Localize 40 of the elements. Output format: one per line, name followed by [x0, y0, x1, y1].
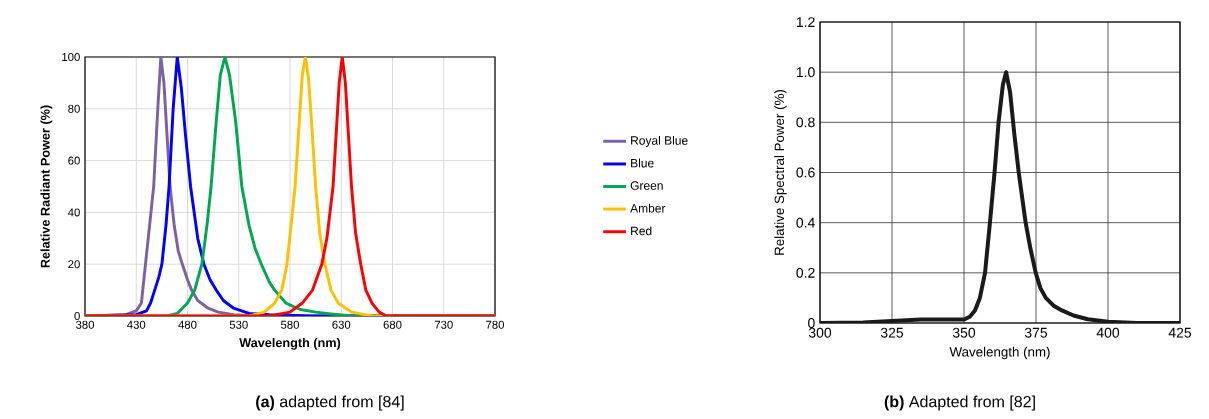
x-tick-label: 580	[281, 320, 300, 329]
y-axis-title: Relative Spectral Power (%)	[774, 90, 787, 255]
y-tick-label: 0.6	[796, 167, 815, 178]
x-tick-label: 780	[486, 320, 505, 329]
y-tick-label: 0.8	[796, 117, 815, 128]
x-tick-label: 380	[75, 320, 95, 329]
x-tick-label: 325	[880, 327, 904, 338]
text: (a) adapted from [84]	[256, 395, 404, 411]
legend-label: Red	[631, 226, 652, 236]
x-tick-label: 530	[229, 320, 248, 329]
y-tick-label: 1.0	[796, 67, 815, 78]
y-axis-title: Relative Radiant Power (%)	[40, 105, 53, 268]
y-tick-label: 0.4	[796, 217, 815, 228]
y-tick-label: 0	[74, 312, 80, 321]
y-tick-label: 1.2	[796, 17, 815, 27]
y-tick-label: 100	[62, 53, 80, 62]
y-tick-label: 0.2	[796, 267, 815, 278]
y-tick-label: 60	[68, 156, 80, 165]
x-tick-label: 350	[952, 327, 976, 338]
y-tick-label: 80	[68, 104, 80, 113]
text: (b) Adapted from [82]	[884, 395, 1035, 411]
x-tick-label: 630	[332, 320, 351, 329]
x-tick-label: 730	[434, 320, 453, 329]
y-tick-label: 40	[67, 208, 80, 217]
x-tick-label: 425	[1168, 327, 1192, 338]
legend-label: Royal Blue	[631, 135, 688, 148]
legend-label: Green	[630, 181, 663, 190]
y-tick-label: 20	[68, 260, 80, 269]
x-tick-label: 400	[1096, 327, 1120, 338]
x-axis-title: Wavelength (nm)	[949, 346, 1050, 360]
x-tick-label: 300	[808, 327, 832, 338]
x-axis-title: Wavelength (nm)	[239, 337, 341, 350]
x-tick-label: 430	[127, 320, 146, 329]
legend-label: Blue	[631, 158, 654, 168]
y-tick-label: 0	[808, 318, 815, 328]
x-tick-label: 480	[178, 320, 197, 329]
legend-label: Amber	[630, 203, 666, 213]
x-tick-label: 680	[383, 320, 402, 329]
line-series	[85, 57, 495, 316]
x-tick-label: 375	[1024, 327, 1048, 338]
